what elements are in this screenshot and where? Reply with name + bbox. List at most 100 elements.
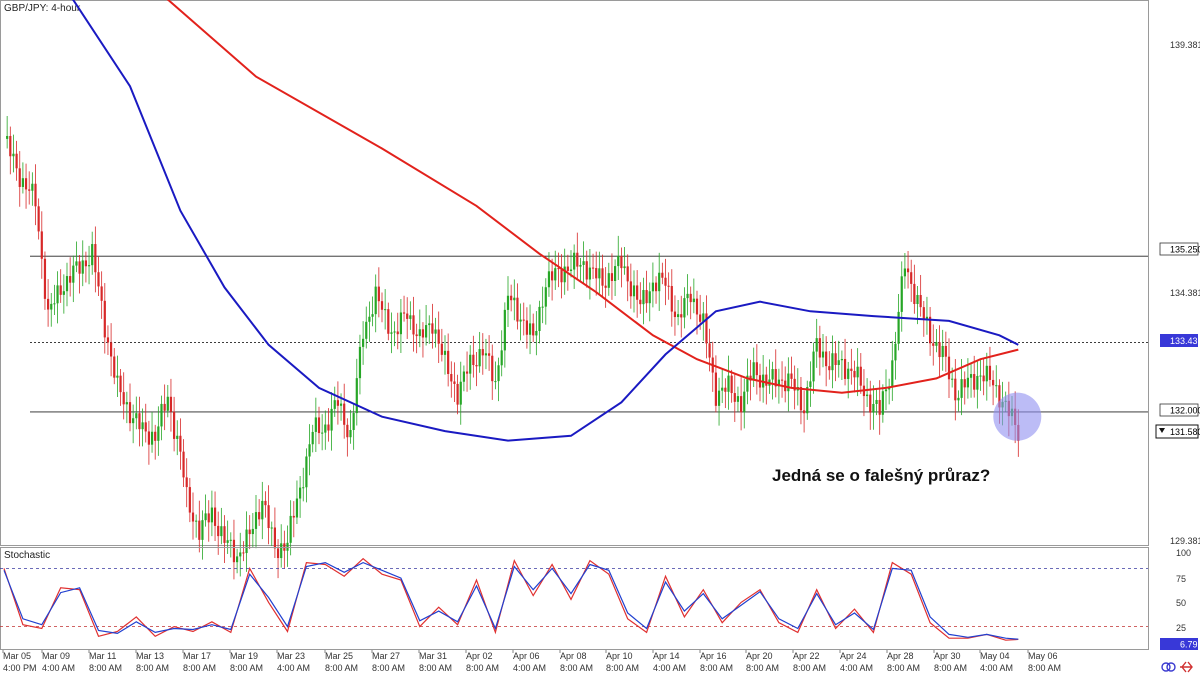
candle-body bbox=[97, 272, 100, 287]
candle-body bbox=[147, 431, 150, 445]
candle-body bbox=[491, 355, 494, 382]
candle-body bbox=[998, 385, 1001, 408]
candle-body bbox=[620, 255, 623, 269]
candle-body bbox=[595, 268, 598, 279]
price-tag-box bbox=[1155, 424, 1199, 439]
candle-body bbox=[714, 372, 717, 406]
candle-body bbox=[771, 369, 774, 380]
candle-body bbox=[963, 379, 966, 388]
candle-body bbox=[402, 312, 406, 314]
candle-body bbox=[280, 543, 283, 559]
price-pane[interactable]: GBP/JPY: 4-hour Jedná se o falešný průra… bbox=[0, 0, 1149, 580]
candle-body bbox=[321, 432, 324, 434]
candle-body bbox=[528, 323, 532, 335]
candle-body bbox=[906, 268, 910, 273]
candle-body bbox=[9, 135, 12, 157]
candle-body bbox=[825, 351, 828, 367]
price-axis[interactable]: 139.381 134.381 129.381 135.250 133.436 … bbox=[1155, 40, 1200, 546]
candle-body bbox=[239, 552, 242, 557]
time-tick-label: Apr 06 bbox=[513, 651, 540, 661]
candle-body bbox=[6, 135, 9, 139]
candle-body bbox=[957, 397, 960, 401]
time-subtick-label: 4:00 AM bbox=[513, 663, 546, 673]
time-subtick-label: 8:00 AM bbox=[700, 663, 733, 673]
candle-body bbox=[699, 314, 702, 322]
stochastic-pane[interactable]: Stochastic 100 75 50 25 6.79 bbox=[0, 547, 1198, 651]
price-tag-label: 131.580 bbox=[1170, 427, 1200, 437]
time-subtick-label: 8:00 AM bbox=[230, 663, 263, 673]
time-subtick-label: 4:00 AM bbox=[277, 663, 310, 673]
price-pane-frame bbox=[0, 0, 1149, 546]
candle-body bbox=[421, 329, 425, 338]
candle-body bbox=[138, 413, 141, 430]
candle-body bbox=[412, 315, 415, 335]
candle-body bbox=[374, 286, 377, 315]
candle-body bbox=[689, 293, 692, 303]
candle-body bbox=[399, 312, 402, 335]
candle-body bbox=[610, 273, 614, 282]
candle-body bbox=[169, 396, 173, 412]
time-tick-label: Apr 22 bbox=[793, 651, 820, 661]
candle-body bbox=[629, 281, 632, 297]
candle-body bbox=[327, 424, 330, 431]
sync-icon[interactable] bbox=[1161, 662, 1176, 672]
candle-body bbox=[916, 295, 919, 305]
candle-body bbox=[522, 319, 525, 321]
time-subtick-label: 8:00 AM bbox=[1028, 663, 1061, 673]
time-axis[interactable]: Mar 05 4:00 PM Mar 09 4:00 AM Mar 11 8:00 AM M… bbox=[2, 650, 1061, 673]
candle-body bbox=[721, 387, 724, 391]
candle-body bbox=[425, 325, 428, 338]
candle-body bbox=[884, 389, 888, 392]
candle-body bbox=[106, 337, 110, 343]
candle-body bbox=[604, 285, 607, 288]
candle-body bbox=[617, 255, 620, 267]
time-tick-label: Apr 30 bbox=[934, 651, 961, 661]
candle-body bbox=[47, 298, 50, 310]
candle-body bbox=[661, 272, 664, 278]
candle-body bbox=[969, 374, 973, 378]
candle-body bbox=[355, 378, 358, 414]
candle-body bbox=[680, 314, 683, 318]
candle-body bbox=[979, 375, 982, 377]
candle-body bbox=[428, 323, 431, 326]
candle-body bbox=[551, 271, 554, 281]
time-tick-label: Mar 19 bbox=[230, 651, 258, 661]
candle-body bbox=[365, 321, 368, 339]
candle-body bbox=[878, 399, 881, 415]
candle-body bbox=[815, 338, 818, 352]
time-tick-label: Mar 09 bbox=[42, 651, 70, 661]
time-subtick-label: 8:00 AM bbox=[183, 663, 216, 673]
candle-body bbox=[554, 268, 557, 281]
candle-body bbox=[311, 431, 314, 445]
time-tick-label: Apr 24 bbox=[840, 651, 867, 661]
price-tag-label: 132.000 bbox=[1170, 406, 1200, 416]
stoch-y-tick-label: 25 bbox=[1176, 623, 1186, 633]
candle-body bbox=[53, 303, 56, 305]
candle-body bbox=[267, 505, 270, 529]
candle-body bbox=[415, 334, 418, 337]
compare-icon[interactable] bbox=[1180, 661, 1193, 673]
candle-body bbox=[695, 298, 699, 315]
time-tick-label: Mar 13 bbox=[136, 651, 164, 661]
time-subtick-label: 8:00 AM bbox=[793, 663, 826, 673]
candle-body bbox=[362, 338, 365, 347]
candle-body bbox=[305, 456, 308, 488]
candle-body bbox=[65, 276, 69, 292]
time-tick-label: Mar 11 bbox=[89, 651, 116, 661]
time-subtick-label: 4:00 AM bbox=[653, 663, 686, 673]
time-subtick-label: 8:00 AM bbox=[325, 663, 358, 673]
candle-body bbox=[393, 331, 396, 333]
candle-body bbox=[982, 375, 985, 382]
candle-body bbox=[535, 331, 538, 336]
candle-body bbox=[925, 316, 929, 319]
candle-body bbox=[43, 258, 47, 299]
price-tag-label: 135.250 bbox=[1170, 245, 1200, 255]
candle-body bbox=[302, 487, 305, 489]
candle-body bbox=[456, 383, 459, 405]
candle-body bbox=[94, 244, 97, 273]
candle-body bbox=[818, 338, 821, 358]
candle-body bbox=[459, 381, 462, 405]
price-tag-135250: 135.250 bbox=[1159, 242, 1200, 256]
candle-body bbox=[632, 285, 636, 297]
candle-body bbox=[210, 507, 213, 523]
